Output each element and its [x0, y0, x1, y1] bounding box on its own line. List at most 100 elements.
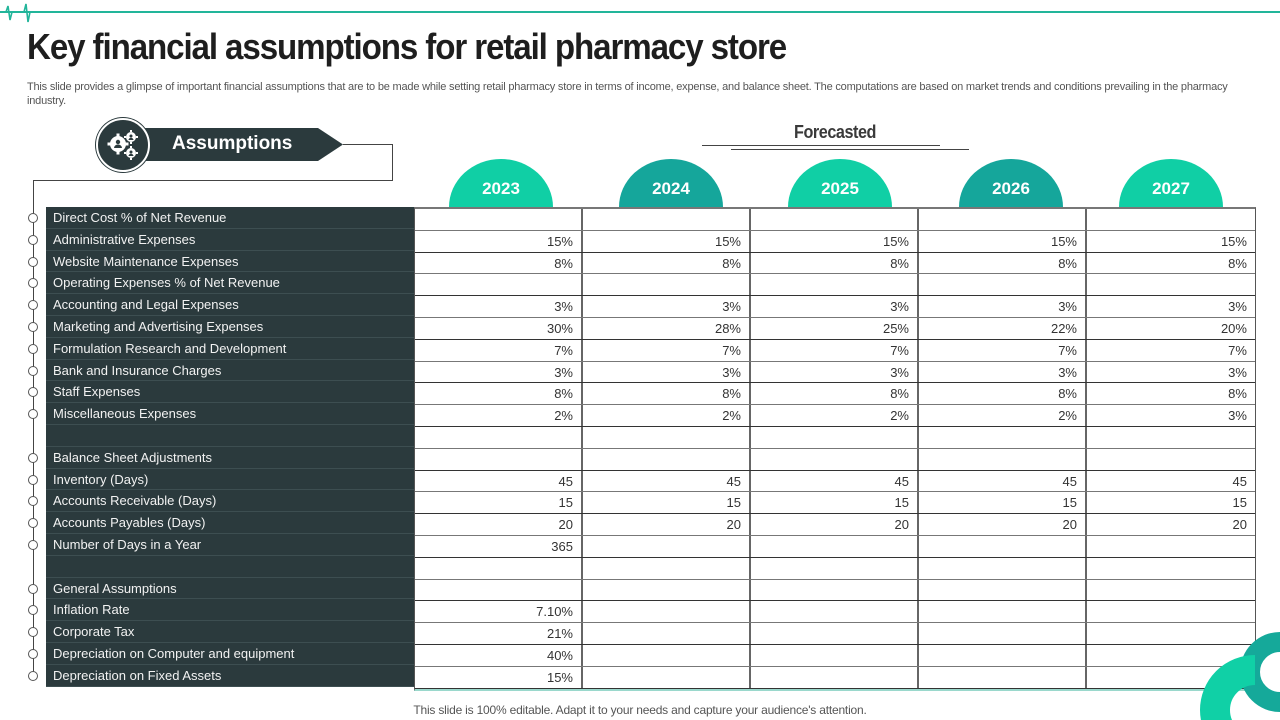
value-cell-2025: 3% [751, 296, 919, 317]
value-cell-2025 [751, 601, 919, 623]
table-row: 8% 8% 8% 8% 8% [415, 383, 1255, 406]
value-cell-2024 [583, 623, 751, 644]
value-cell-2027 [1087, 601, 1255, 622]
value-cell-2024: 8% [583, 383, 751, 405]
bullet-icon [28, 627, 38, 638]
value-cell-2025 [751, 557, 919, 579]
value-cell-2024: 28% [583, 317, 751, 339]
table-row [415, 426, 1255, 449]
value-cell-2027 [1087, 558, 1255, 579]
bullet-icon [28, 670, 38, 681]
year-header-2026: 2026 [959, 159, 1063, 207]
bullet-icon [28, 583, 38, 594]
decorative-ring [1200, 655, 1255, 720]
value-cell-2025 [751, 426, 919, 448]
value-cell-2023: 40% [415, 644, 583, 666]
value-cell-2024: 3% [583, 296, 751, 317]
bullet-icon [28, 213, 38, 223]
value-cell-2025: 7% [751, 339, 919, 361]
value-cell-2023: 3% [415, 296, 583, 317]
value-cell-2026: 3% [919, 361, 1087, 383]
value-cell-2023: 3% [415, 361, 583, 383]
value-cell-2025 [751, 274, 919, 296]
table-row: 15 15 15 15 15 [415, 492, 1255, 515]
value-cell-2023: 8% [415, 383, 583, 405]
value-cell-2024: 7% [583, 339, 751, 361]
year-header-2024: 2024 [619, 159, 723, 207]
value-cell-2027: 15% [1220, 233, 1247, 249]
bullet-icon [28, 387, 38, 398]
value-cell-2023 [415, 579, 583, 601]
table-row: 40% [415, 644, 1255, 667]
value-cell-2026 [919, 557, 1087, 579]
value-cell-2027: 3% [1228, 364, 1247, 380]
value-cell-2027: 7% [1228, 342, 1247, 358]
value-cell-2023 [415, 274, 583, 296]
value-cell-2023: 21% [415, 623, 583, 644]
value-cell-2025 [751, 535, 919, 557]
value-cell-2027 [1087, 209, 1255, 230]
value-cell-2025 [751, 448, 919, 470]
bullet-icon [28, 605, 38, 616]
value-cell-2026: 2% [919, 405, 1087, 426]
value-cell-2027: 20% [1220, 320, 1247, 336]
value-cell-2026: 3% [919, 296, 1087, 317]
connector-line [392, 144, 393, 181]
value-cell-2027: 45 [1232, 473, 1247, 489]
bullet-icon [28, 518, 38, 529]
forecast-underline [731, 149, 969, 150]
bullet-icon [28, 278, 38, 289]
row-label: Inventory (Days) [46, 469, 414, 491]
row-label: Inflation Rate [46, 599, 414, 622]
table-row: 15% [415, 666, 1255, 689]
value-cell-2025: 15% [751, 230, 919, 252]
row-label: Depreciation on Computer and equipment [46, 643, 414, 665]
value-cell-2025 [751, 579, 919, 601]
footer-note: This slide is 100% editable. Adapt it to… [413, 703, 867, 717]
value-cell-2026 [919, 644, 1087, 666]
value-cell-2025: 25% [751, 317, 919, 339]
value-cell-2025 [751, 666, 919, 688]
table-row: 2% 2% 2% 2% 3% [415, 405, 1255, 427]
value-cell-2026 [919, 209, 1087, 230]
table-row [415, 579, 1255, 602]
value-cell-2024 [583, 448, 751, 470]
table-row: 3% 3% 3% 3% 3% [415, 296, 1255, 318]
row-label: General Assumptions [46, 578, 414, 600]
table-row: 20 20 20 20 20 [415, 514, 1255, 536]
value-cell-2026: 45 [919, 470, 1087, 492]
table-row: 45 45 45 45 45 [415, 470, 1255, 493]
value-cell-2026 [919, 426, 1087, 448]
value-cell-2026: 8% [919, 252, 1087, 274]
value-cell-2023: 20 [415, 514, 583, 535]
value-cell-2026: 8% [919, 383, 1087, 405]
row-label: Depreciation on Fixed Assets [46, 665, 414, 687]
value-cell-2023 [415, 557, 583, 579]
row-label: Administrative Expenses [46, 229, 414, 251]
value-cell-2023: 7% [415, 339, 583, 361]
value-cell-2025: 8% [751, 252, 919, 274]
bullet-icon [28, 409, 38, 420]
row-label: Bank and Insurance Charges [46, 360, 414, 382]
value-cell-2025 [751, 209, 919, 230]
row-label: Marketing and Advertising Expenses [46, 316, 414, 338]
value-cell-2026 [919, 623, 1087, 644]
connector-line [343, 144, 393, 145]
bullet-icon [28, 300, 38, 311]
table-row: 30% 28% 25% 22% 20% [415, 317, 1255, 340]
bullet-icon [28, 234, 38, 245]
value-cell-2027: 3% [1228, 299, 1247, 315]
bullet-icon [28, 649, 38, 659]
table-row: 365 [415, 535, 1255, 558]
gears-people-icon [107, 130, 138, 160]
row-label: Website Maintenance Expenses [46, 251, 414, 273]
value-cell-2027: 8% [1228, 255, 1247, 271]
value-cell-2023: 15% [415, 230, 583, 252]
value-cell-2025: 15 [751, 492, 919, 514]
value-cell-2025: 45 [751, 470, 919, 492]
value-cell-2024: 3% [583, 361, 751, 383]
value-cell-2024: 45 [583, 470, 751, 492]
table-row: 3% 3% 3% 3% 3% [415, 361, 1255, 384]
value-cell-2024 [583, 644, 751, 666]
row-label: Accounts Receivable (Days) [46, 490, 414, 513]
